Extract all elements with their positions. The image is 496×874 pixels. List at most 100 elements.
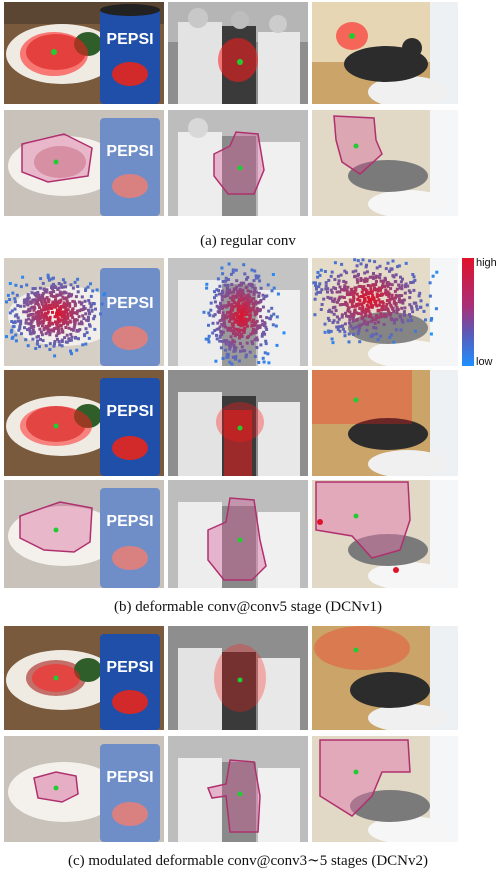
receptive-field-pixel <box>365 291 368 295</box>
receptive-field-pixel <box>358 306 362 310</box>
receptive-field-pixel <box>221 357 225 360</box>
receptive-field-pixel <box>390 267 394 271</box>
receptive-field-pixel <box>221 311 225 315</box>
receptive-field-pixel <box>47 298 51 302</box>
receptive-field-pixel <box>33 298 37 302</box>
receptive-field-pixel <box>282 331 286 335</box>
receptive-field-pixel <box>15 293 19 297</box>
receptive-field-pixel <box>229 312 233 316</box>
receptive-field-pixel <box>388 297 392 301</box>
receptive-field-pixel <box>367 309 371 313</box>
receptive-field-pixel <box>381 300 385 304</box>
receptive-field-pixel <box>389 333 393 337</box>
receptive-field-pixel <box>67 292 71 296</box>
receptive-field-pixel <box>374 332 378 336</box>
receptive-field-pixel <box>369 301 373 305</box>
receptive-field-pixel <box>223 283 227 287</box>
receptive-field-pixel <box>56 316 60 320</box>
receptive-field-pixel <box>65 304 69 307</box>
receptive-field-pixel <box>234 355 238 359</box>
receptive-field-pixel <box>377 320 380 324</box>
receptive-field-pixel <box>319 308 323 311</box>
receptive-field-pixel <box>324 284 328 288</box>
receptive-field-pixel <box>230 317 234 321</box>
receptive-field-pixel <box>393 289 397 293</box>
receptive-field-pixel <box>253 338 257 342</box>
receptive-field-pixel <box>26 293 30 297</box>
image-a1-baseball-players <box>168 2 308 104</box>
receptive-field-pixel <box>411 273 415 276</box>
receptive-field-pixel <box>391 297 395 301</box>
receptive-field-pixel <box>16 304 20 307</box>
receptive-field-pixel <box>220 317 224 321</box>
receptive-field-pixel <box>397 294 401 298</box>
receptive-field-pixel <box>365 307 368 311</box>
receptive-field-pixel <box>272 312 276 316</box>
receptive-field-pixel <box>367 291 371 295</box>
receptive-field-pixel <box>224 342 228 346</box>
receptive-field-pixel <box>57 286 61 290</box>
receptive-field-pixel <box>250 340 254 344</box>
receptive-field-pixel <box>232 349 236 353</box>
receptive-field-pixel <box>336 274 340 278</box>
receptive-field-pixel <box>258 279 262 283</box>
receptive-field-pixel <box>241 288 245 292</box>
receptive-field-pixel <box>215 337 219 341</box>
receptive-field-pixel <box>68 302 72 306</box>
receptive-field-pixel <box>36 316 40 320</box>
receptive-field-pixel <box>22 298 26 302</box>
receptive-field-pixel <box>392 340 396 344</box>
receptive-field-pixel <box>255 338 259 342</box>
receptive-field-pixel <box>5 335 8 339</box>
receptive-field-pixel <box>380 286 384 290</box>
image-b1-baseball-players <box>168 258 308 366</box>
receptive-field-pixel <box>255 319 259 323</box>
receptive-field-pixel <box>80 322 84 326</box>
receptive-field-pixel <box>77 315 81 319</box>
receptive-field-pixel <box>230 306 234 309</box>
receptive-field-pixel <box>218 339 222 343</box>
receptive-field-pixel <box>400 318 404 322</box>
receptive-field-pixel <box>317 285 321 289</box>
receptive-field-pixel <box>27 317 31 321</box>
receptive-field-pixel <box>390 293 394 297</box>
receptive-field-pixel <box>329 274 333 278</box>
receptive-field-pixel <box>229 316 233 320</box>
receptive-field-pixel <box>312 281 316 285</box>
receptive-field-pixel <box>213 313 217 317</box>
receptive-field-pixel <box>52 276 55 280</box>
receptive-field-pixel <box>234 320 238 324</box>
receptive-field-pixel <box>357 272 360 276</box>
receptive-field-pixel <box>229 326 233 330</box>
receptive-field-pixel <box>51 302 55 306</box>
receptive-field-pixel <box>332 312 336 316</box>
receptive-field-pixel <box>232 313 236 317</box>
receptive-field-pixel <box>323 330 327 334</box>
receptive-field-pixel <box>365 279 369 283</box>
receptive-field-pixel <box>224 325 227 329</box>
receptive-field-pixel <box>252 292 256 296</box>
receptive-field-pixel <box>231 270 235 274</box>
receptive-field-pixel <box>243 321 247 325</box>
receptive-field-pixel <box>27 296 31 300</box>
receptive-field-pixel <box>359 323 363 327</box>
receptive-field-pixel <box>361 307 365 311</box>
receptive-field-pixel <box>395 306 399 310</box>
receptive-field-pixel <box>262 330 266 334</box>
receptive-field-pixel <box>68 304 72 308</box>
receptive-field-pixel <box>54 326 58 330</box>
receptive-field-pixel <box>379 312 383 316</box>
receptive-field-pixel <box>51 287 55 291</box>
receptive-field-pixel <box>239 295 243 299</box>
receptive-field-pixel <box>369 319 373 323</box>
receptive-field-pixel <box>57 329 60 332</box>
receptive-field-pixel <box>371 294 375 298</box>
receptive-field-pixel <box>84 342 88 346</box>
receptive-field-pixel <box>220 333 224 337</box>
receptive-field-pixel <box>10 320 14 323</box>
receptive-field-pixel <box>263 332 267 336</box>
receptive-field-pixel <box>73 311 77 315</box>
receptive-field-pixel <box>412 275 416 279</box>
receptive-field-pixel <box>258 308 262 312</box>
receptive-field-pixel <box>50 277 54 281</box>
